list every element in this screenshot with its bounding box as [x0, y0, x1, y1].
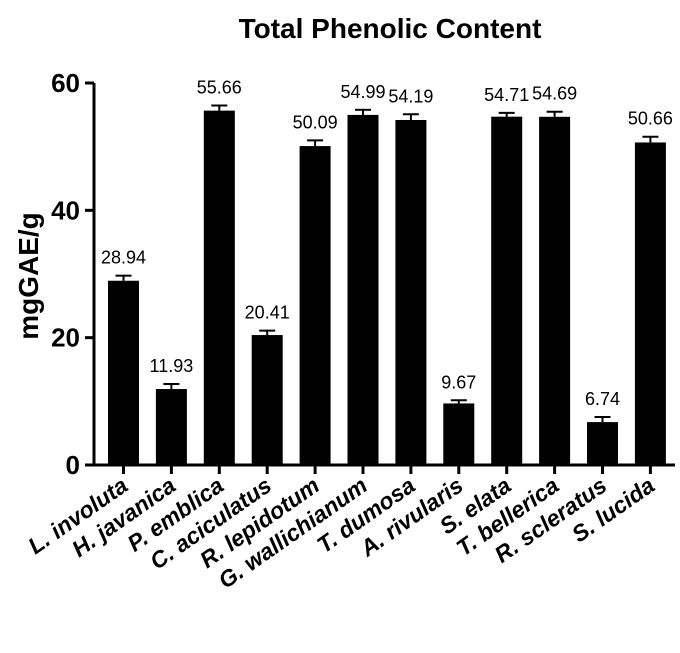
- data-label: 54.19: [388, 86, 433, 106]
- data-label: 54.71: [484, 85, 529, 105]
- x-axis: [92, 463, 675, 474]
- bar: [443, 403, 475, 465]
- y-axis-label: mgGAE/g: [13, 212, 44, 340]
- bar: [251, 335, 283, 465]
- data-label: 11.93: [150, 356, 194, 376]
- bar: [634, 142, 666, 465]
- y-axis: 0 20 40 60: [51, 68, 96, 480]
- data-label: 28.94: [101, 248, 146, 268]
- y-tick-label: 20: [51, 323, 80, 353]
- bar: [587, 422, 618, 465]
- data-label: 55.66: [197, 78, 242, 98]
- data-label: 50.66: [628, 109, 673, 129]
- bar: [395, 119, 427, 466]
- bar: [347, 114, 379, 465]
- data-label: 54.99: [340, 82, 385, 102]
- bar: [299, 146, 331, 465]
- data-label: 50.09: [293, 112, 338, 132]
- data-label: 9.67: [441, 372, 476, 392]
- data-label: 20.41: [245, 303, 290, 323]
- bar: [491, 116, 523, 466]
- data-label: 54.69: [532, 84, 577, 104]
- bar: [108, 280, 139, 465]
- chart-title: Total Phenolic Content: [239, 13, 542, 44]
- bar: [203, 110, 235, 465]
- bar: [539, 116, 571, 465]
- y-tick-label: 40: [51, 195, 80, 225]
- y-tick-label: 0: [66, 450, 80, 480]
- bar: [155, 389, 187, 465]
- data-label: 6.74: [585, 389, 620, 409]
- y-tick-label: 60: [51, 68, 80, 98]
